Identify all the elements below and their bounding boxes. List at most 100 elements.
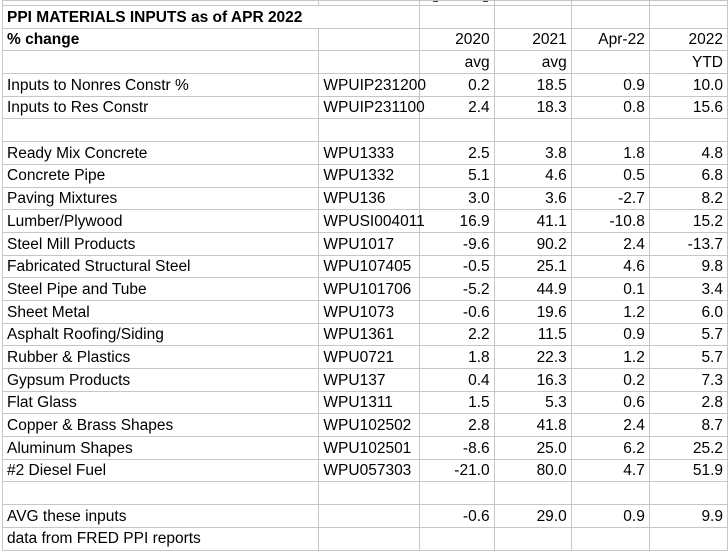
- series-code[interactable]: [318, 504, 420, 528]
- value-cell[interactable]: 18.5: [493, 73, 572, 97]
- row-label[interactable]: Inputs to Nonres Constr %: [1, 73, 320, 97]
- value-cell[interactable]: 1.5: [418, 390, 495, 415]
- row-label[interactable]: #2 Diesel Fuel: [1, 458, 320, 483]
- sub-header-empty[interactable]: [570, 50, 650, 75]
- value-cell[interactable]: 41.1: [493, 209, 572, 233]
- series-code[interactable]: [318, 118, 420, 143]
- value-cell[interactable]: 2.4: [570, 413, 650, 438]
- value-cell[interactable]: 44.9: [493, 277, 572, 301]
- value-cell[interactable]: [648, 481, 728, 506]
- value-cell[interactable]: 0.5: [570, 163, 650, 188]
- value-cell[interactable]: -21.0: [418, 458, 495, 483]
- value-cell[interactable]: 10.0: [648, 73, 728, 97]
- row-label[interactable]: Lumber/Plywood: [1, 209, 320, 233]
- value-cell[interactable]: 51.9: [648, 458, 728, 483]
- value-cell[interactable]: 0.6: [570, 390, 650, 415]
- value-cell[interactable]: 3.0: [418, 186, 495, 211]
- value-cell[interactable]: 9.8: [648, 254, 728, 279]
- col-header-apr22[interactable]: Apr-22: [570, 27, 650, 52]
- row-label[interactable]: Paving Mixtures: [1, 186, 320, 211]
- sub-header-avg-2021[interactable]: avg: [493, 50, 572, 75]
- value-cell[interactable]: -10.8: [570, 209, 650, 233]
- value-cell[interactable]: 1.2: [570, 299, 650, 324]
- series-code[interactable]: WPUSI004011: [318, 209, 425, 233]
- row-label[interactable]: Ready Mix Concrete: [1, 141, 320, 165]
- value-cell[interactable]: 29.0: [493, 504, 572, 528]
- series-code[interactable]: WPU1361: [318, 322, 420, 347]
- source-note[interactable]: data from FRED PPI reports: [1, 526, 320, 551]
- value-cell[interactable]: 4.8: [648, 141, 728, 165]
- series-code[interactable]: WPU1333: [318, 141, 420, 165]
- value-cell[interactable]: -8.6: [418, 436, 495, 460]
- value-cell[interactable]: 8.7: [648, 413, 728, 438]
- cell-empty[interactable]: [418, 5, 495, 29]
- series-code[interactable]: WPU0721: [318, 345, 420, 369]
- value-cell[interactable]: 0.9: [570, 504, 650, 528]
- value-cell[interactable]: 5.3: [493, 390, 572, 415]
- value-cell[interactable]: [418, 118, 495, 143]
- value-cell[interactable]: [418, 481, 495, 506]
- row-label[interactable]: [1, 481, 320, 506]
- value-cell[interactable]: 3.4: [648, 277, 728, 301]
- value-cell[interactable]: -0.5: [418, 254, 495, 279]
- value-cell[interactable]: 15.6: [648, 95, 728, 120]
- cell-empty[interactable]: [493, 526, 572, 551]
- row-label[interactable]: [1, 118, 320, 143]
- row-label[interactable]: Flat Glass: [1, 390, 320, 415]
- value-cell[interactable]: 4.6: [570, 254, 650, 279]
- value-cell[interactable]: 0.2: [570, 368, 650, 392]
- value-cell[interactable]: 1.2: [570, 345, 650, 369]
- value-cell[interactable]: 25.2: [648, 436, 728, 460]
- col-header-2021[interactable]: 2021: [493, 27, 572, 52]
- series-code[interactable]: WPU136: [318, 186, 420, 211]
- value-cell[interactable]: -0.6: [418, 299, 495, 324]
- value-cell[interactable]: 41.8: [493, 413, 572, 438]
- sub-header-ytd[interactable]: YTD: [648, 50, 728, 75]
- series-code[interactable]: WPU107405: [318, 254, 420, 279]
- sub-header-avg-2020[interactable]: avg: [418, 50, 495, 75]
- cell-empty[interactable]: [318, 50, 420, 75]
- row-label[interactable]: Sheet Metal: [1, 299, 320, 324]
- col-header-pct-change[interactable]: % change: [1, 27, 320, 52]
- value-cell[interactable]: 1.8: [570, 141, 650, 165]
- value-cell[interactable]: -0.6: [418, 504, 495, 528]
- series-code[interactable]: WPU1311: [318, 390, 420, 415]
- value-cell[interactable]: 15.2: [648, 209, 728, 233]
- value-cell[interactable]: [570, 118, 650, 143]
- row-label[interactable]: Asphalt Roofing/Siding: [1, 322, 320, 347]
- series-code[interactable]: WPU1332: [318, 163, 420, 188]
- row-label[interactable]: Concrete Pipe: [1, 163, 320, 188]
- value-cell[interactable]: 2.2: [418, 322, 495, 347]
- value-cell[interactable]: [493, 481, 572, 506]
- value-cell[interactable]: 6.8: [648, 163, 728, 188]
- row-label[interactable]: Rubber & Plastics: [1, 345, 320, 369]
- cell-empty[interactable]: [648, 526, 728, 551]
- series-code[interactable]: WPU1017: [318, 231, 420, 256]
- value-cell[interactable]: 0.4: [418, 368, 495, 392]
- value-cell[interactable]: -5.2: [418, 277, 495, 301]
- row-label[interactable]: Steel Mill Products: [1, 231, 320, 256]
- value-cell[interactable]: 4.7: [570, 458, 650, 483]
- value-cell[interactable]: 3.6: [493, 186, 572, 211]
- page-title[interactable]: PPI MATERIALS INPUTS as of APR 2022: [2, 5, 420, 29]
- value-cell[interactable]: 0.1: [570, 277, 650, 301]
- value-cell[interactable]: 9.9: [648, 504, 728, 528]
- series-code[interactable]: WPU101706: [318, 277, 420, 301]
- value-cell[interactable]: 0.2: [418, 73, 495, 97]
- value-cell[interactable]: 2.4: [570, 231, 650, 256]
- value-cell[interactable]: 3.8: [493, 141, 572, 165]
- value-cell[interactable]: 5.1: [418, 163, 495, 188]
- series-code[interactable]: [318, 481, 420, 506]
- value-cell[interactable]: 5.7: [648, 345, 728, 369]
- value-cell[interactable]: 7.3: [648, 368, 728, 392]
- value-cell[interactable]: 2.8: [648, 390, 728, 415]
- series-code[interactable]: WPUIP231200: [318, 73, 426, 97]
- value-cell[interactable]: 25.1: [493, 254, 572, 279]
- value-cell[interactable]: 25.0: [493, 436, 572, 460]
- row-label[interactable]: AVG these inputs: [1, 504, 320, 528]
- value-cell[interactable]: 11.5: [493, 322, 572, 347]
- row-label[interactable]: Aluminum Shapes: [1, 436, 320, 460]
- cell-empty[interactable]: [318, 526, 420, 551]
- value-cell[interactable]: 22.3: [493, 345, 572, 369]
- series-code[interactable]: WPU137: [318, 368, 420, 392]
